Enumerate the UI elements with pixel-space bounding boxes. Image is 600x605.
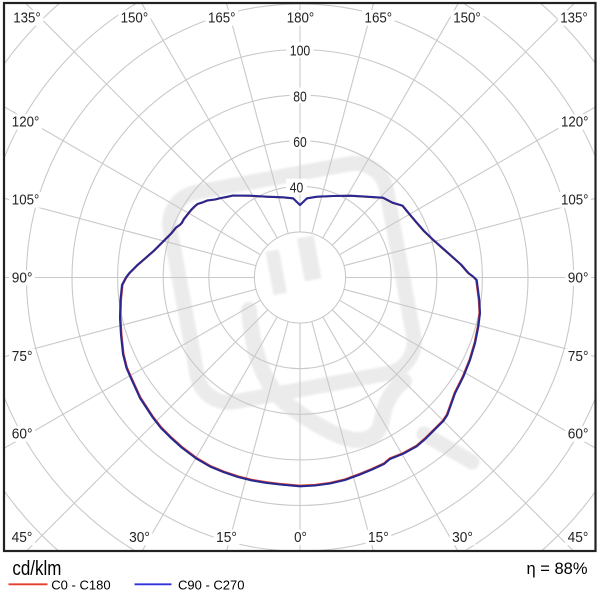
svg-text:15°: 15° bbox=[216, 530, 237, 546]
svg-text:15°: 15° bbox=[368, 530, 389, 546]
svg-text:120°: 120° bbox=[12, 115, 40, 131]
svg-text:135°: 135° bbox=[13, 11, 41, 27]
svg-text:105°: 105° bbox=[561, 193, 589, 209]
svg-text:150°: 150° bbox=[121, 11, 149, 27]
svg-text:120°: 120° bbox=[561, 115, 589, 131]
svg-text:η = 88%: η = 88% bbox=[526, 560, 587, 578]
svg-text:30°: 30° bbox=[129, 530, 150, 546]
svg-text:135°: 135° bbox=[560, 11, 588, 27]
svg-text:0°: 0° bbox=[294, 530, 307, 546]
svg-text:60°: 60° bbox=[568, 427, 589, 443]
svg-text:90°: 90° bbox=[12, 271, 33, 287]
svg-text:90°: 90° bbox=[568, 271, 589, 287]
svg-text:75°: 75° bbox=[568, 349, 589, 365]
svg-text:75°: 75° bbox=[12, 349, 33, 365]
svg-text:180°: 180° bbox=[287, 11, 315, 27]
svg-text:40: 40 bbox=[290, 180, 304, 197]
svg-text:C90 - C270: C90 - C270 bbox=[178, 577, 244, 592]
svg-text:45°: 45° bbox=[568, 530, 589, 546]
svg-text:60°: 60° bbox=[12, 427, 33, 443]
svg-text:165°: 165° bbox=[208, 11, 236, 27]
svg-text:60: 60 bbox=[293, 134, 307, 151]
svg-text:150°: 150° bbox=[453, 11, 481, 27]
svg-text:80: 80 bbox=[293, 88, 307, 105]
svg-text:30°: 30° bbox=[452, 530, 473, 546]
svg-text:45°: 45° bbox=[12, 530, 33, 546]
svg-text:100: 100 bbox=[290, 43, 311, 60]
svg-text:165°: 165° bbox=[365, 11, 393, 27]
svg-text:105°: 105° bbox=[12, 193, 40, 209]
svg-text:C0 - C180: C0 - C180 bbox=[51, 577, 110, 592]
